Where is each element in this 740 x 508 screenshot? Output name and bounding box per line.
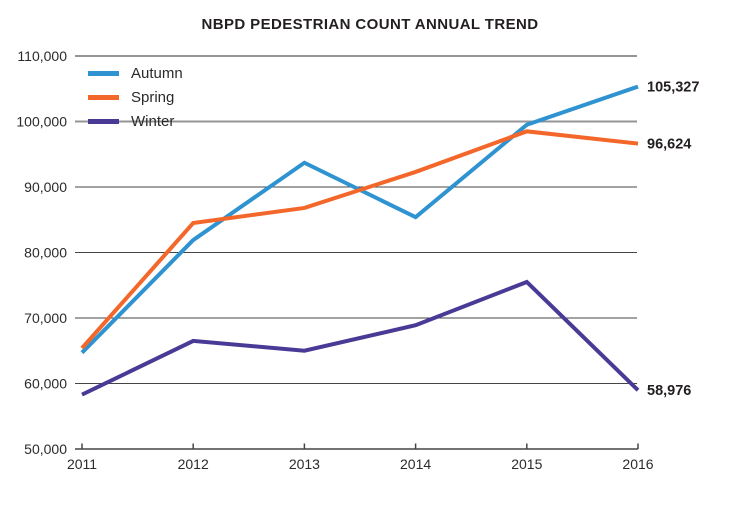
legend-label-autumn: Autumn — [131, 64, 183, 82]
legend-swatch-winter-icon — [88, 118, 119, 124]
x-tick-label-2013: 2013 — [289, 456, 320, 472]
y-tick-label-80000: 80,000 — [24, 245, 67, 261]
legend-swatch-autumn-icon — [88, 70, 119, 76]
y-tick-label-100000: 100,000 — [16, 114, 67, 130]
series-line-spring — [80, 129, 639, 350]
x-tick-label-2014: 2014 — [400, 456, 431, 472]
legend-swatch-spring-icon — [88, 94, 119, 100]
x-tick-label-2011: 2011 — [67, 456, 97, 472]
legend: Autumn Spring Winter — [88, 61, 183, 133]
legend-item-spring: Spring — [88, 85, 183, 109]
legend-label-winter: Winter — [131, 112, 175, 130]
y-tick-label-60000: 60,000 — [24, 376, 67, 392]
x-tick-label-2012: 2012 — [178, 456, 209, 472]
end-label-autumn: 105,327 — [647, 80, 699, 96]
x-tick-label-2015: 2015 — [511, 456, 542, 472]
y-tick-label-50000: 50,000 — [24, 441, 67, 457]
y-tick-label-110000: 110,000 — [17, 48, 67, 64]
series-line-winter — [81, 279, 640, 397]
legend-label-spring: Spring — [131, 88, 175, 106]
y-tick-label-70000: 70,000 — [24, 310, 67, 326]
end-label-winter: 58,976 — [647, 383, 691, 399]
y-tick-label-90000: 90,000 — [24, 179, 67, 195]
legend-item-winter: Winter — [88, 109, 183, 133]
chart-title: NBPD PEDESTRIAN COUNT ANNUAL TREND — [201, 16, 539, 33]
x-tick-label-2016: 2016 — [622, 456, 653, 472]
end-label-spring: 96,624 — [647, 137, 691, 153]
legend-item-autumn: Autumn — [88, 61, 183, 85]
